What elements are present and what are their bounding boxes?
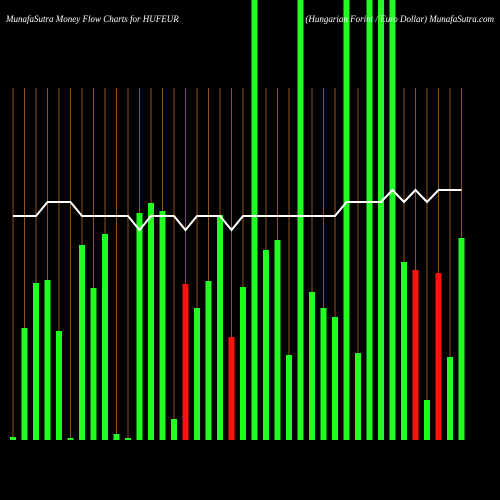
bar	[389, 0, 396, 440]
bar	[217, 215, 223, 440]
bar	[79, 245, 85, 440]
bar	[182, 284, 189, 440]
bar	[194, 308, 200, 440]
bar	[251, 0, 258, 440]
bar	[240, 287, 246, 440]
bar	[148, 203, 154, 440]
line	[13, 188, 462, 232]
bar	[435, 273, 442, 440]
bar	[228, 337, 235, 440]
bar	[366, 0, 373, 440]
bar	[343, 0, 350, 440]
bar	[286, 355, 292, 440]
chart-subtitle: (Hungarian Forint / Euro Dollar) MunafaS…	[305, 14, 494, 24]
chart-title: MunafaSutra Money Flow Charts for HUFEUR	[5, 14, 179, 24]
bar	[56, 331, 62, 440]
bars	[10, 0, 465, 440]
bar	[378, 0, 384, 440]
bar	[171, 419, 177, 440]
bar	[320, 308, 327, 440]
bar	[33, 283, 39, 440]
bar	[274, 240, 281, 440]
bar	[412, 270, 419, 440]
bar	[90, 288, 97, 440]
bar	[136, 213, 143, 440]
bar	[67, 438, 74, 440]
bar	[424, 400, 430, 440]
bar	[205, 281, 212, 440]
bar	[113, 434, 120, 440]
bar	[125, 438, 131, 440]
bar	[332, 317, 338, 440]
bar	[297, 0, 304, 440]
bar	[263, 250, 269, 440]
bar	[21, 328, 28, 440]
bar	[458, 238, 465, 440]
bar	[102, 234, 108, 440]
bar	[44, 280, 51, 440]
bar	[159, 211, 166, 440]
bar	[355, 353, 361, 440]
bar	[10, 437, 16, 440]
bar	[447, 357, 453, 440]
bar	[401, 262, 407, 440]
bar	[309, 292, 315, 440]
